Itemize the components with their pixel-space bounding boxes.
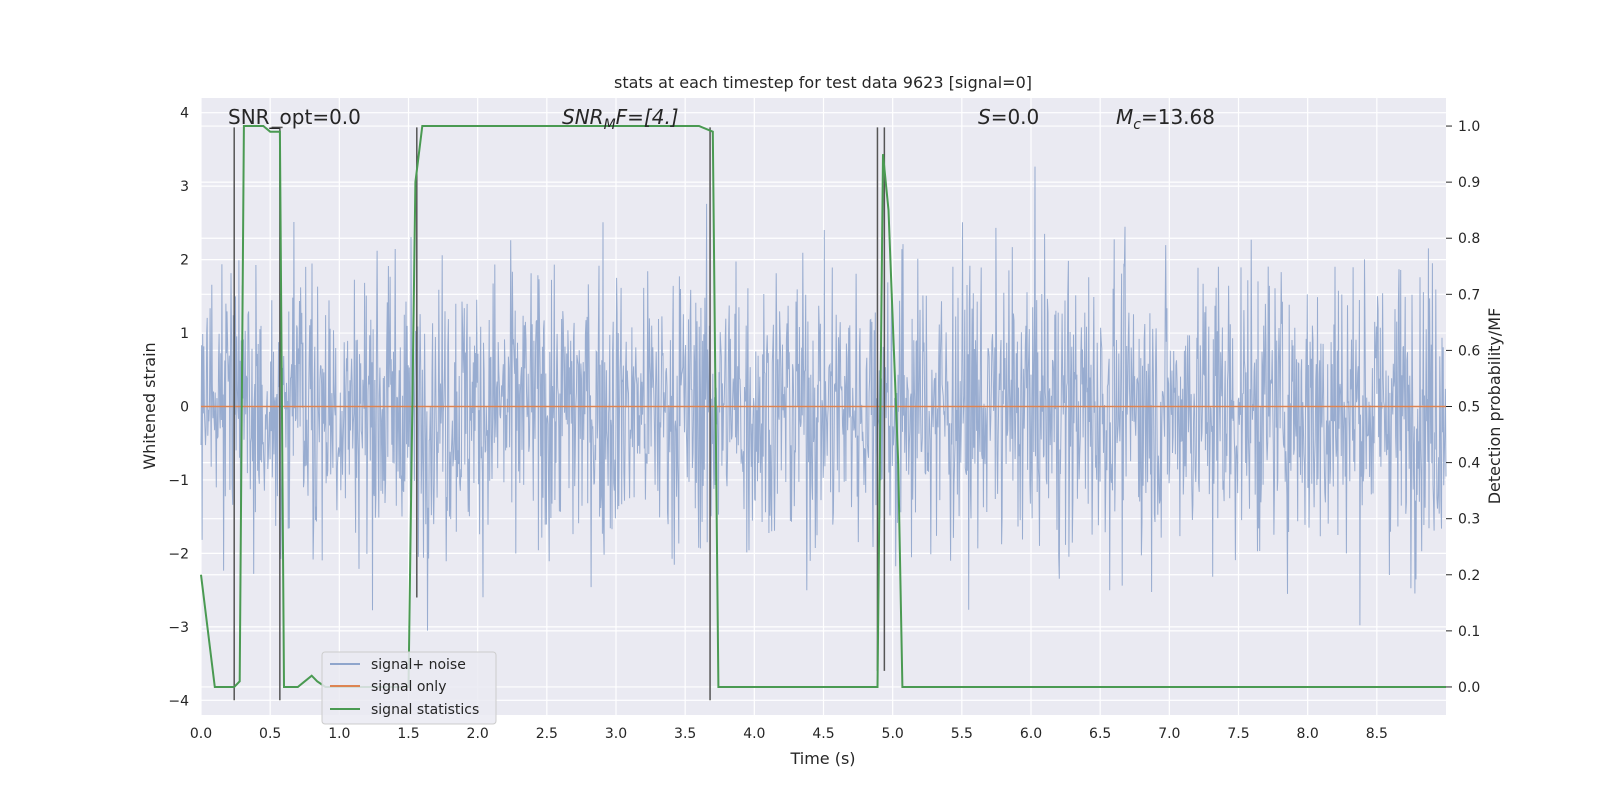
y-axis-left-title: Whitened strain — [140, 342, 159, 469]
vertical-markers — [233, 126, 886, 701]
x-tick-label-12: 6.0 — [1020, 726, 1042, 742]
legend-label-signal-noise: signal+ noise — [371, 657, 466, 673]
y-left-tick-label-3: 1 — [180, 326, 189, 342]
y-axis-right-ticks: 1.0 0.9 0.8 0.7 0.6 0.5 0.4 0.3 0.2 0.1 0.0 — [1446, 119, 1480, 696]
series-signal-statistics — [200, 125, 1446, 688]
y-left-tick-label-0: 4 — [180, 106, 189, 122]
x-tick-label-3: 1.5 — [397, 726, 419, 742]
annotation-snr-mf-rest: F=[4.] — [616, 105, 679, 129]
legend-label-signal-statistics: signal statistics — [371, 702, 479, 718]
x-tick-label-11: 5.5 — [951, 726, 973, 742]
legend: signal+ noise signal only signal statist… — [321, 651, 497, 725]
y-left-tick-label-1: 3 — [180, 179, 189, 195]
annotation-snr-opt: SNR_opt=0.0 — [228, 105, 361, 129]
y-left-tick-label-4: 0 — [180, 400, 189, 416]
y-right-tick-label-2: 0.8 — [1458, 231, 1480, 247]
y-right-tick-label-8: 0.2 — [1458, 568, 1480, 584]
y-right-tick-label-4: 0.6 — [1458, 343, 1480, 359]
x-axis-ticks: 0.0 0.5 1.0 1.5 2.0 2.5 3.0 3.5 4.0 4.5 5.0 5.5 6.0 6… — [190, 726, 1388, 742]
x-tick-label-9: 4.5 — [812, 726, 834, 742]
x-tick-label-13: 6.5 — [1089, 726, 1111, 742]
y-right-tick-label-0: 1.0 — [1458, 119, 1480, 135]
annotation-snr-mf-sub: M — [604, 117, 616, 133]
y-right-tick-label-7: 0.3 — [1458, 512, 1480, 528]
x-tick-label-15: 7.5 — [1227, 726, 1249, 742]
x-tick-label-5: 2.5 — [536, 726, 558, 742]
x-tick-label-6: 3.0 — [605, 726, 627, 742]
y-left-tick-label-5: −1 — [168, 473, 189, 489]
annotation-snr-mf: SNRMF=[4.] — [562, 105, 679, 133]
annotation-s-main: S — [978, 105, 991, 129]
x-tick-label-4: 2.0 — [467, 726, 489, 742]
x-axis-title: Time (s) — [789, 749, 855, 768]
x-tick-label-10: 5.0 — [882, 726, 904, 742]
y-right-tick-label-6: 0.4 — [1458, 456, 1480, 472]
y-axis-right-title: Detection probability/MF — [1485, 308, 1504, 505]
y-left-tick-label-7: −3 — [168, 620, 189, 636]
y-right-tick-label-1: 0.9 — [1458, 175, 1480, 191]
y-axis-left-ticks: 4 3 2 1 0 −1 −2 −3 −4 — [168, 106, 189, 710]
x-tick-label-0: 0.0 — [190, 726, 212, 742]
legend-box — [321, 651, 497, 725]
annotation-mc-rest: =13.68 — [1141, 105, 1215, 129]
y-left-tick-label-8: −4 — [168, 693, 189, 709]
x-tick-label-16: 8.0 — [1297, 726, 1319, 742]
annotation-mc-sub: c — [1133, 117, 1141, 133]
signal-statistics-line — [200, 125, 1446, 688]
y-right-tick-label-3: 0.7 — [1458, 287, 1480, 303]
x-tick-label-14: 7.0 — [1158, 726, 1180, 742]
x-tick-label-17: 8.5 — [1366, 726, 1388, 742]
annotation-mc-main: M — [1116, 105, 1133, 129]
annotation-s-stat: S=0.0 — [978, 105, 1039, 129]
x-tick-label-1: 0.5 — [259, 726, 281, 742]
y-right-tick-label-10: 0.0 — [1458, 680, 1480, 696]
chart-title: stats at each timestep for test data 962… — [614, 73, 1032, 92]
annotation-s-rest: =0.0 — [991, 105, 1040, 129]
x-tick-label-7: 3.5 — [674, 726, 696, 742]
x-tick-label-8: 4.0 — [743, 726, 765, 742]
y-left-tick-label-6: −2 — [168, 546, 189, 562]
y-right-tick-label-5: 0.5 — [1458, 400, 1480, 416]
annotation-mc: Mc=13.68 — [1116, 105, 1215, 133]
annotation-snr-mf-main: SNR — [562, 105, 604, 129]
x-tick-label-2: 1.0 — [328, 726, 350, 742]
y-left-tick-label-2: 2 — [180, 253, 189, 269]
y-right-tick-label-9: 0.1 — [1458, 624, 1480, 640]
legend-label-signal-only: signal only — [371, 679, 446, 695]
